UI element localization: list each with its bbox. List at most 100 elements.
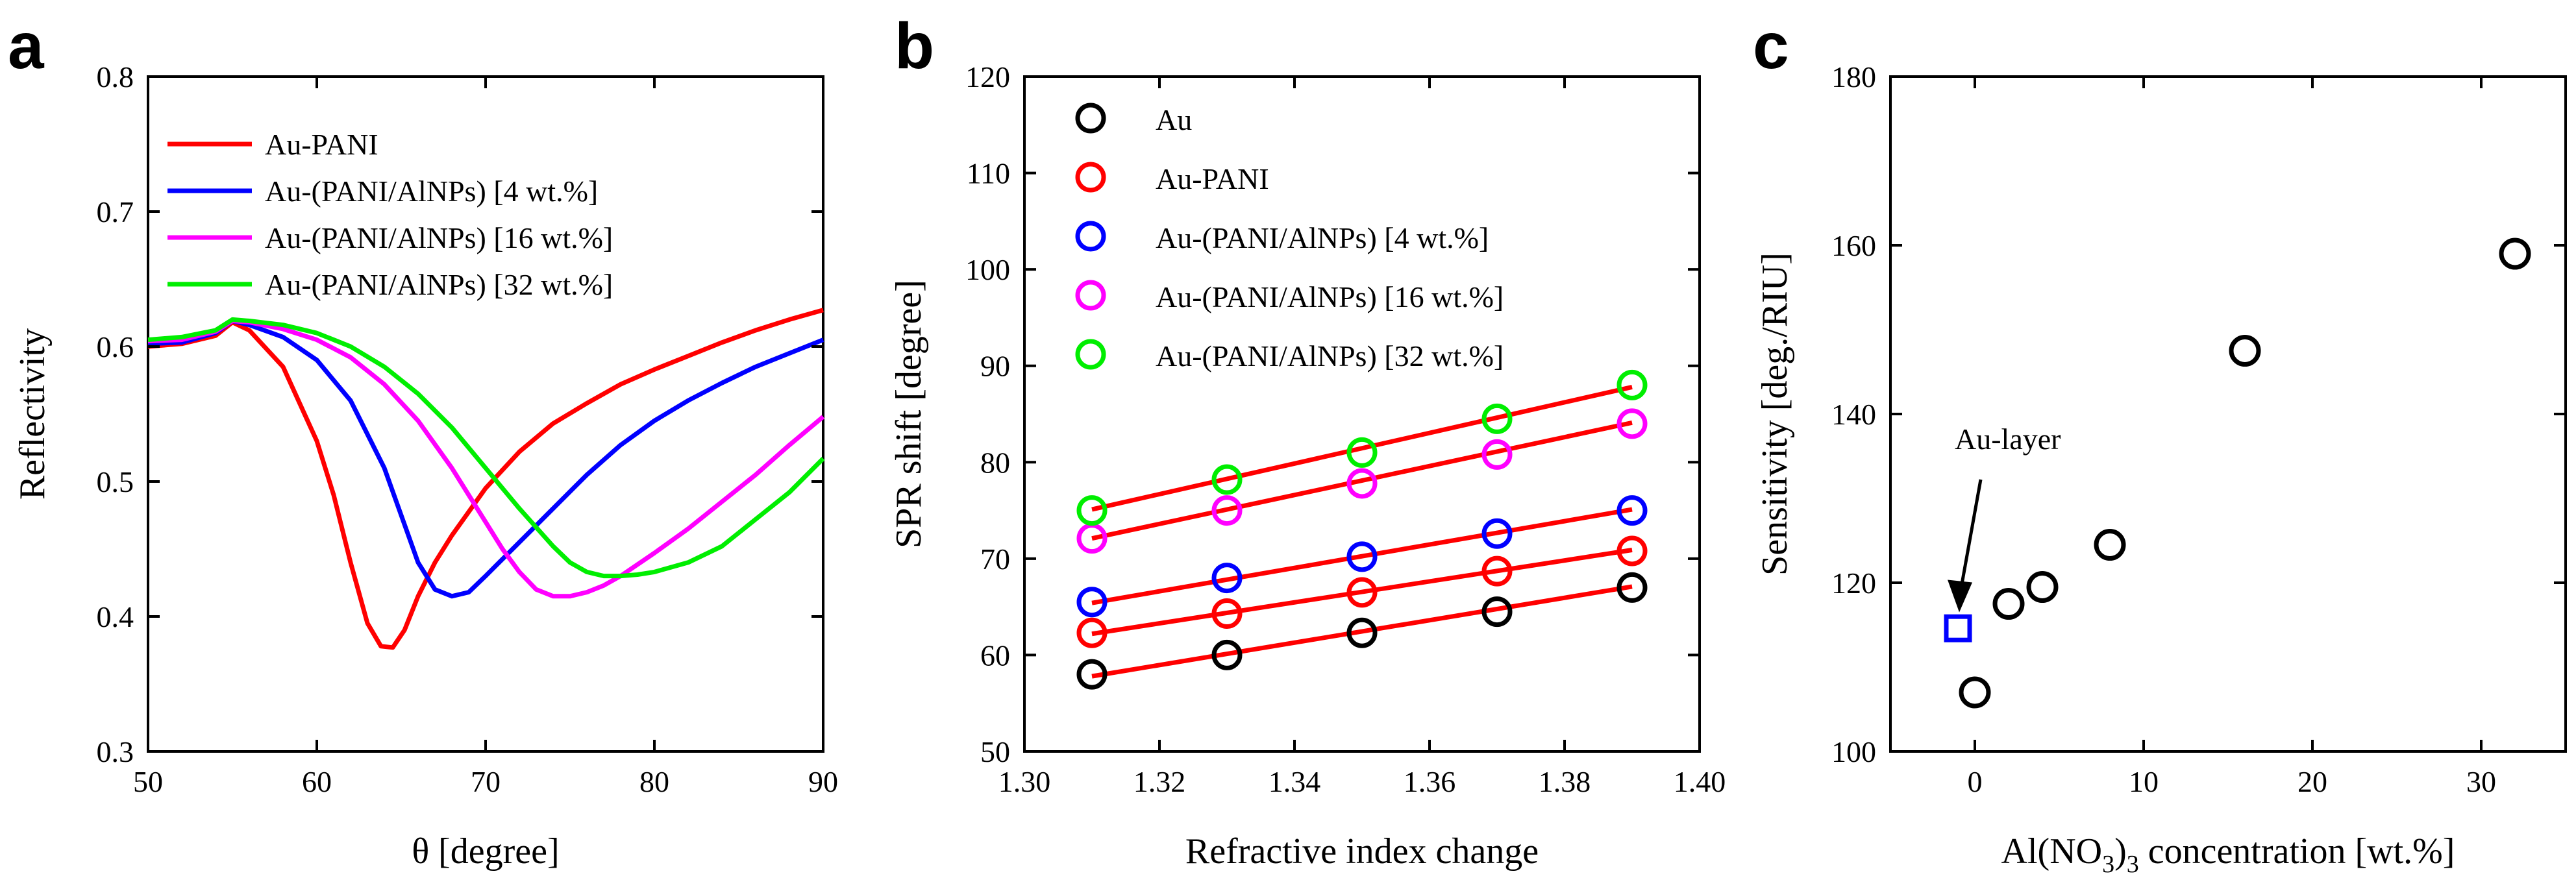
panel-b-point-s3-2 [1211, 563, 1243, 594]
panel-a-x-tick-label: 70 [471, 765, 501, 798]
panel-a-y-tick-label: 0.6 [97, 330, 134, 363]
panel-c-y-tick-label: 120 [1831, 567, 1876, 600]
panel-b-y-tick-label: 50 [980, 735, 1010, 768]
panel-c-x-label-sub: 3 [2102, 851, 2114, 878]
panel-b-legend: Au Au-PANI Au-(PANI/AlNPs) [4 wt.%] Au-(PAN… [1075, 103, 1504, 372]
panel-a-reflectivity-chart: 50 60 70 80 90 0.3 0.4 0.5 0.6 0.7 0.8 Au-PANI Au-(… [12, 60, 838, 872]
panel-b-point-s2-4 [1481, 555, 1513, 587]
panel-b-legend-marker-3 [1075, 221, 1106, 252]
panel-c-y-tick-label: 180 [1831, 60, 1876, 93]
panel-a-series-line-4 [147, 317, 825, 579]
panel-c-x-tick-label: 10 [2129, 765, 2159, 798]
panel-b-x-tick-label: 1.32 [1133, 765, 1186, 798]
panel-b-legend-marker-2 [1075, 162, 1106, 193]
panel-b-y-tick-label: 80 [980, 446, 1010, 479]
panel-b-y-axis-label: SPR shift [degree] [889, 280, 929, 548]
panel-c-x-label-rest: concentration [wt.%] [2139, 831, 2455, 872]
panel-c-y-axis-label: Sensitivity [deg./RIU] [1755, 252, 1795, 576]
panel-b-spr-shift-chart: 1.30 1.32 1.34 1.36 1.38 1.40 50 60 70 80 90 100 110… [889, 60, 1726, 872]
panel-b-point-s5-3 [1346, 437, 1378, 468]
panel-b-y-tick-label: 90 [980, 350, 1010, 383]
panel-b-y-tick-label: 110 [967, 157, 1010, 190]
panel-c-point-circle-2 [1992, 588, 2025, 620]
panel-c-x-axis-label: Al(NO3)3 concentration [wt.%] [2001, 831, 2455, 878]
panel-c-annotation-arrow [1959, 479, 1983, 588]
panel-a-y-tick-label: 0.8 [97, 60, 134, 93]
panel-b-fit-line-1 [1091, 584, 1633, 679]
panel-c-y-tick-label: 140 [1831, 398, 1876, 431]
panel-b-point-s2-3 [1346, 577, 1378, 608]
panel-b-legend-marker-5 [1075, 339, 1106, 370]
panel-c-point-circle-5 [2229, 335, 2261, 367]
panel-b-plot-frame [1023, 75, 1701, 753]
panel-b-fit-line-4 [1091, 420, 1633, 541]
panel-b-point-s1-1 [1076, 659, 1108, 690]
panel-b-point-s5-5 [1616, 369, 1648, 400]
panel-b-legend-label-1: Au [1156, 103, 1192, 136]
panel-c-x-tick-label: 20 [2297, 765, 2327, 798]
panel-letter-b: b [895, 10, 934, 82]
panel-b-point-s3-4 [1481, 518, 1513, 549]
panel-b-point-s1-3 [1346, 617, 1378, 648]
panel-c-annotation-arrowhead [1948, 579, 1972, 613]
panel-a-series-group [147, 308, 825, 650]
panel-b-point-s4-5 [1616, 408, 1648, 439]
panel-b-fit-line-3 [1091, 507, 1633, 605]
panel-b-x-tick-label: 1.30 [998, 765, 1051, 798]
panel-c-point-square-1 [1944, 614, 1972, 642]
panel-c-ticks: 0 10 20 30 100 120 140 160 180 [1831, 60, 2566, 798]
panel-b-y-tick-label: 100 [965, 253, 1010, 286]
panel-c-y-tick-label: 100 [1831, 735, 1876, 768]
panel-b-point-s1-5 [1616, 572, 1648, 603]
panel-a-series-line-2 [147, 319, 824, 599]
panel-b-legend-label-5: Au-(PANI/AlNPs) [32 wt.%] [1156, 339, 1504, 372]
panel-c-x-tick-label: 30 [2466, 765, 2496, 798]
panel-a-legend-label-1: Au-PANI [265, 128, 378, 161]
panel-b-point-s1-2 [1211, 639, 1243, 670]
panel-b-x-tick-label: 1.40 [1674, 765, 1726, 798]
panel-letter-a: a [8, 10, 45, 82]
panel-b-legend-marker-4 [1075, 280, 1106, 311]
panel-a-legend-label-4: Au-(PANI/AlNPs) [32 wt.%] [265, 268, 613, 301]
panel-c-series-group [1944, 238, 2531, 709]
panel-a-y-tick-label: 0.4 [97, 600, 134, 633]
panel-b-legend-label-2: Au-PANI [1156, 162, 1269, 195]
panel-b-point-s2-2 [1211, 598, 1243, 629]
panel-c-point-circle-4 [2094, 529, 2126, 561]
panel-a-legend: Au-PANI Au-(PANI/AlNPs) [4 wt.%] Au-(PANI/… [167, 128, 613, 301]
panel-c-y-tick-label: 160 [1831, 229, 1876, 262]
panel-b-point-s2-5 [1616, 535, 1648, 567]
panel-b-point-s3-3 [1346, 541, 1378, 572]
panel-c-point-circle-6 [2499, 238, 2531, 270]
panel-a-x-tick-label: 90 [808, 765, 838, 798]
panel-c-annotation-au-layer: Au-layer [1955, 422, 2061, 456]
panel-b-point-s2-1 [1076, 617, 1108, 648]
panel-b-fit-line-5 [1091, 384, 1633, 512]
panel-c-plot-frame [1889, 75, 2567, 753]
panel-b-point-s5-1 [1076, 495, 1108, 526]
panel-b-fit-line-2 [1091, 548, 1633, 637]
panel-b-ticks: 1.30 1.32 1.34 1.36 1.38 1.40 50 60 70 80 90 100 110… [965, 60, 1726, 798]
panel-b-y-tick-label: 120 [965, 60, 1010, 93]
panel-b-point-s3-1 [1076, 587, 1108, 618]
panel-b-point-s4-2 [1211, 495, 1243, 526]
panel-b-point-s4-3 [1346, 468, 1378, 499]
panel-b-point-s3-5 [1616, 495, 1648, 526]
panel-b-x-tick-label: 1.36 [1404, 765, 1456, 798]
panel-letter-c: c [1753, 10, 1789, 82]
panel-c-x-label-paren: ) [2114, 831, 2127, 872]
panel-b-point-s1-4 [1481, 596, 1513, 628]
panel-a-x-axis-label: θ [degree] [412, 831, 559, 872]
panel-c-point-circle-3 [2026, 571, 2059, 603]
panel-a-legend-label-3: Au-(PANI/AlNPs) [16 wt.%] [265, 221, 613, 254]
panel-c-point-circle-1 [1959, 676, 1991, 709]
panel-a-legend-label-2: Au-(PANI/AlNPs) [4 wt.%] [265, 175, 598, 208]
panel-b-x-tick-label: 1.38 [1539, 765, 1591, 798]
panel-c-x-label-sub2: 3 [2127, 851, 2139, 878]
panel-b-point-s5-2 [1211, 464, 1243, 495]
panel-b-x-axis-label: Refractive index change [1185, 831, 1539, 872]
panel-a-y-tick-label: 0.7 [97, 195, 134, 228]
panel-b-y-tick-label: 70 [980, 543, 1010, 576]
